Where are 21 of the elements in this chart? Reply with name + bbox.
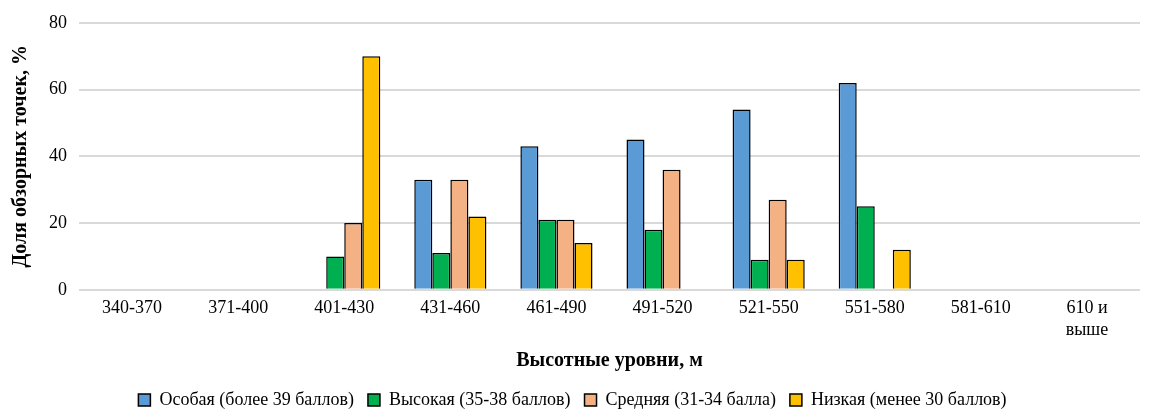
legend-label: Высокая (35-38 баллов)	[388, 388, 571, 410]
x-tick-label: 581-610	[950, 297, 1011, 318]
x-tick-label: 551-580	[844, 297, 905, 318]
y-tick-label: 60	[49, 78, 67, 99]
legend-label: Средняя (31-34 балла)	[605, 388, 776, 410]
x-tick-label: 491-520	[632, 297, 693, 318]
y-tick-label: 0	[58, 278, 67, 299]
legend-label: Особая (более 39 баллов)	[159, 388, 354, 410]
y-tick-label: 40	[49, 145, 67, 166]
x-tick-label: 340-370	[102, 297, 163, 318]
x-tick-label: 431-460	[420, 297, 481, 318]
x-tick-label: 521-550	[738, 297, 799, 318]
x-tick-label: 401-430	[314, 297, 375, 318]
x-axis-title: Высотные уровни, м	[516, 348, 703, 372]
legend-label: Низкая (менее 30 баллов)	[810, 388, 1007, 410]
x-tick-label: 371-400	[208, 297, 269, 318]
x-tick-label: 610 и выше	[1065, 297, 1109, 339]
x-tick-label: 461-490	[526, 297, 587, 318]
y-tick-label: 20	[49, 211, 67, 232]
y-axis-title: Доля обзорных точек, %	[8, 45, 32, 268]
y-tick-label: 80	[49, 11, 67, 32]
